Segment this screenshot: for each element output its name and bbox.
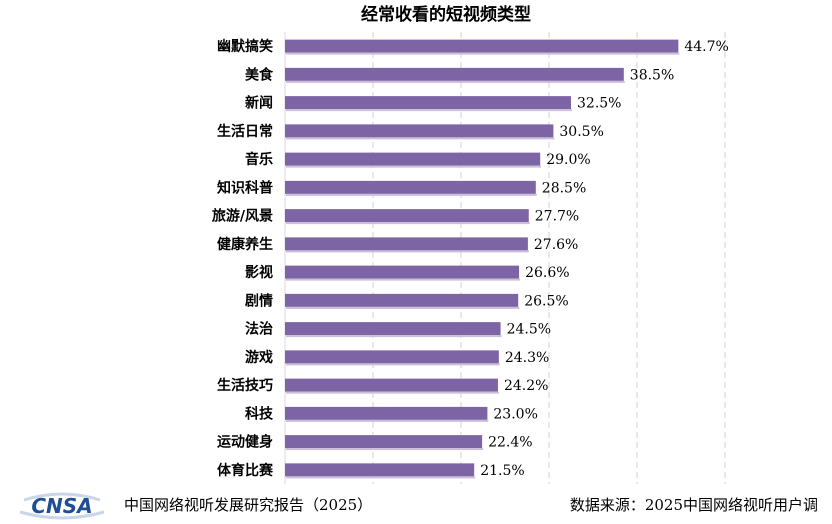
value-label: 44.7% <box>684 39 728 55</box>
value-label: 28.5% <box>542 180 586 196</box>
category-label: 知识科普 <box>217 179 273 196</box>
value-label: 38.5% <box>630 67 674 83</box>
bar <box>285 152 541 166</box>
value-label: 23.0% <box>493 406 537 422</box>
category-label: 体育比赛 <box>217 462 274 479</box>
bar <box>285 350 499 364</box>
bar-shadow <box>286 335 502 338</box>
category-label: 健康养生 <box>217 236 273 253</box>
bar <box>285 293 519 307</box>
chart-title: 经常收看的短视频类型 <box>361 4 531 25</box>
category-label: 生活日常 <box>217 123 273 140</box>
bar-shadow <box>286 80 625 83</box>
bars-group: 幽默搞笑 44.7% 美食 38.5% 新闻 32.5% 生活日常 30.5% 音乐 29.0% 知… <box>212 38 729 479</box>
category-label: 音乐 <box>245 151 273 168</box>
category-label: 科技 <box>245 405 274 422</box>
value-label: 22.4% <box>488 435 532 451</box>
bar-shadow <box>286 222 530 225</box>
category-label: 剧情 <box>245 292 273 309</box>
bar-shadow <box>286 278 521 281</box>
category-label: 法治 <box>245 321 273 338</box>
bar-shadow <box>286 448 484 451</box>
cnsa-logo-text: CNSA <box>31 494 92 518</box>
bar <box>285 463 475 477</box>
value-label: 32.5% <box>577 96 621 112</box>
bar-shadow <box>286 391 499 394</box>
bar-shadow <box>286 193 537 196</box>
value-label: 21.5% <box>480 463 524 479</box>
value-label: 26.6% <box>525 265 569 281</box>
bar <box>285 406 488 420</box>
bar-shadow <box>286 306 520 309</box>
value-label: 27.7% <box>535 209 579 225</box>
category-label: 新闻 <box>245 95 273 112</box>
value-label: 24.5% <box>507 322 551 338</box>
bar <box>285 435 483 449</box>
bar-shadow <box>286 419 489 422</box>
bar <box>285 237 528 251</box>
category-label: 游戏 <box>245 349 273 366</box>
category-label: 幽默搞笑 <box>217 38 273 55</box>
bar <box>285 67 624 81</box>
category-label: 美食 <box>245 66 274 83</box>
bar <box>285 378 498 392</box>
category-label: 生活技巧 <box>217 377 273 394</box>
category-label: 影视 <box>245 264 273 281</box>
value-label: 26.5% <box>524 293 568 309</box>
category-label: 旅游/风景 <box>212 208 273 225</box>
bar-shadow <box>286 250 529 253</box>
bar <box>285 96 571 110</box>
value-label: 24.3% <box>505 350 549 366</box>
category-label: 运动健身 <box>217 434 273 451</box>
bar-shadow <box>286 363 500 366</box>
value-label: 29.0% <box>546 152 590 168</box>
bar-chart: 经常收看的短视频类型 幽默搞笑 44.7% 美食 38.5% 新闻 32.5% 生活日常 30… <box>212 4 729 484</box>
bar <box>285 209 529 223</box>
bar <box>285 180 536 194</box>
bar <box>285 265 520 279</box>
report-title: 中国网络视听发展研究报告（2025） <box>124 496 373 514</box>
bar-shadow <box>286 109 572 112</box>
bar <box>285 39 679 53</box>
bar-shadow <box>286 137 555 140</box>
bar <box>285 124 554 138</box>
bar-shadow <box>286 165 542 168</box>
data-source: 数据来源：2025中国网络视听用户调 <box>569 496 818 514</box>
bar-shadow <box>286 52 680 55</box>
footer: CNSA 中国网络视听发展研究报告（2025） 数据来源：2025中国网络视听用… <box>0 488 832 524</box>
cnsa-logo: CNSA <box>19 492 105 520</box>
value-label: 24.2% <box>504 378 548 394</box>
value-label: 27.6% <box>534 237 578 253</box>
bar-shadow <box>286 476 476 479</box>
bar <box>285 322 501 336</box>
value-label: 30.5% <box>559 124 603 140</box>
